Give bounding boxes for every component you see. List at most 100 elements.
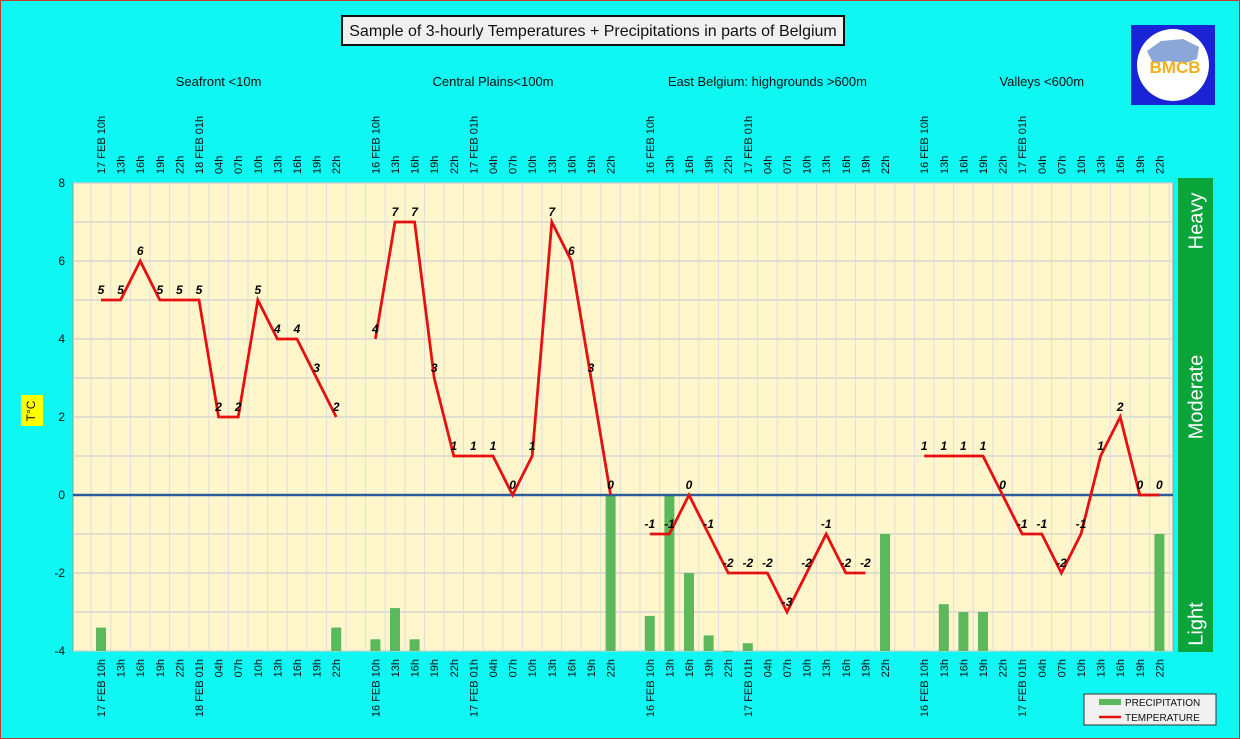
temperature-data-label: 3 [313, 361, 320, 375]
x-tick-label: 22h [1154, 156, 1166, 174]
temperature-data-label: 0 [999, 478, 1006, 492]
precipitation-bar [703, 635, 714, 651]
x-tick-label: 22h [331, 156, 343, 174]
x-tick-label: 16h [292, 659, 304, 677]
y-axis-label: T°C [21, 395, 43, 426]
x-tick-label: 10h [253, 156, 265, 174]
x-tick-label: 07h [782, 659, 794, 677]
legend: PRECIPITATION TEMPERATURE [1083, 693, 1217, 726]
precipitation-bar [331, 627, 342, 651]
temperature-data-label: -2 [742, 556, 753, 570]
x-tick-label: 16h [684, 659, 696, 677]
precipitation-bar [938, 604, 949, 651]
temperature-data-label: 1 [529, 439, 536, 453]
temperature-data-label: 5 [117, 283, 124, 297]
x-tick-label: 17 FEB 01h [468, 116, 480, 174]
x-tick-label: 07h [508, 659, 520, 677]
temperature-data-label: 6 [568, 244, 575, 258]
temperature-data-label: 0 [686, 478, 693, 492]
x-tick-label: 19h [1135, 156, 1147, 174]
x-tick-label: 10h [527, 659, 539, 677]
x-tick-label: 16 FEB 10h [370, 116, 382, 174]
precipitation-bar [605, 495, 616, 651]
region-label: Seafront <10m [176, 74, 262, 89]
bottom-x-tick-labels: 17 FEB 10h 13h 16h 19h 22h 18 FEB 01h 04h 07h 10… [96, 659, 1166, 717]
x-tick-label: 13h [1096, 659, 1108, 677]
x-tick-label: 13h [547, 659, 559, 677]
temperature-data-label: 0 [607, 478, 614, 492]
precipitation-bar [644, 615, 655, 651]
x-tick-label: 04h [762, 659, 774, 677]
x-tick-label: 13h [664, 659, 676, 677]
temperature-data-label: 5 [156, 283, 163, 297]
temperature-data-label: -2 [762, 556, 773, 570]
x-tick-label: 13h [272, 156, 284, 174]
x-tick-label: 16h [841, 156, 853, 174]
temperature-data-label: 0 [1156, 478, 1163, 492]
x-tick-label: 19h [586, 659, 598, 677]
y-tick-label: -2 [54, 566, 65, 580]
temperature-data-label: 2 [1116, 400, 1124, 414]
x-tick-label: 13h [821, 659, 833, 677]
region-label: East Belgium: highgrounds >600m [668, 74, 867, 89]
x-tick-label: 16h [135, 659, 147, 677]
x-tick-label: 19h [429, 659, 441, 677]
x-tick-label: 16 FEB 10h [919, 116, 931, 174]
x-tick-label: 07h [508, 156, 520, 174]
temperature-data-label: -1 [664, 517, 675, 531]
bmcb-logo: BMCB [1131, 25, 1215, 105]
x-tick-label: 17 FEB 01h [1017, 116, 1029, 174]
x-tick-label: 16h [135, 156, 147, 174]
x-tick-label: 22h [606, 156, 618, 174]
temperature-data-label: 5 [254, 283, 261, 297]
band-heavy: Heavy [1185, 193, 1207, 250]
x-tick-label: 10h [1076, 659, 1088, 677]
x-tick-label: 10h [1076, 156, 1088, 174]
temperature-data-label: -1 [1036, 517, 1047, 531]
region-label: Central Plains<100m [432, 74, 553, 89]
precipitation-bar [370, 639, 381, 651]
x-tick-label: 19h [704, 659, 716, 677]
precipitation-bar [880, 534, 890, 651]
x-tick-label: 18 FEB 01h [194, 659, 206, 717]
temperature-data-label: 2 [332, 400, 340, 414]
x-tick-label: 10h [802, 659, 814, 677]
temperature-line [649, 491, 866, 616]
y-tick-label: -4 [54, 644, 65, 658]
x-tick-label: 13h [272, 659, 284, 677]
temperature-data-label: 1 [940, 439, 947, 453]
temperature-data-label: -2 [801, 556, 812, 570]
x-tick-label: 22h [880, 156, 892, 174]
x-tick-label: 16 FEB 10h [919, 659, 931, 717]
temperature-data-label: 2 [234, 400, 242, 414]
precipitation-bar [742, 643, 753, 651]
temperature-data-label: 0 [509, 478, 516, 492]
temperature-data-label: -2 [1056, 556, 1067, 570]
temperature-data-label: 1 [490, 439, 497, 453]
y-axis-title: T°C [24, 400, 38, 421]
temperature-data-label: 5 [196, 283, 203, 297]
x-tick-label: 16h [958, 659, 970, 677]
temperature-data-label: 6 [137, 244, 144, 258]
temperature-lines [101, 216, 1160, 616]
temperature-data-label: 2 [214, 400, 222, 414]
x-tick-label: 16h [841, 659, 853, 677]
x-tick-label: 13h [547, 156, 559, 174]
x-tick-label: 17 FEB 01h [468, 659, 480, 717]
y-tick-label: 0 [58, 488, 65, 502]
y-tick-label: 2 [58, 410, 65, 424]
x-tick-label: 04h [1037, 156, 1049, 174]
temperature-data-label: -1 [644, 517, 655, 531]
x-tick-label: 19h [860, 659, 872, 677]
x-tick-label: 22h [449, 659, 461, 677]
temperature-data-label: 7 [548, 205, 556, 219]
title-box [341, 15, 845, 46]
x-tick-label: 22h [723, 659, 735, 677]
precipitation-bar [664, 495, 675, 651]
x-tick-label: 19h [155, 156, 167, 174]
x-tick-label: 22h [174, 156, 186, 174]
x-tick-label: 13h [390, 156, 402, 174]
temperature-data-label: 5 [98, 283, 105, 297]
